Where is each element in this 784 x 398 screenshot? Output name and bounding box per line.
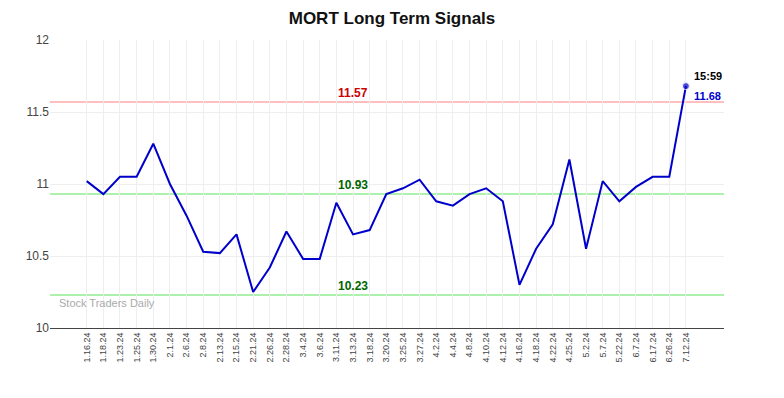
svg-text:2.8.24: 2.8.24 — [198, 333, 208, 358]
svg-text:3.20.24: 3.20.24 — [381, 333, 391, 363]
svg-text:3.11.24: 3.11.24 — [331, 333, 341, 362]
svg-text:2.6.24: 2.6.24 — [181, 333, 191, 358]
svg-text:2.28.24: 2.28.24 — [281, 333, 291, 363]
svg-text:3.18.24: 3.18.24 — [365, 333, 375, 363]
svg-text:4.10.24: 4.10.24 — [481, 333, 491, 363]
svg-text:3.6.24: 3.6.24 — [315, 333, 325, 358]
svg-text:11.68: 11.68 — [694, 90, 721, 102]
svg-text:10.5: 10.5 — [26, 249, 50, 263]
svg-text:4.12.24: 4.12.24 — [498, 333, 508, 363]
svg-text:4.2.24: 4.2.24 — [431, 333, 441, 358]
svg-text:4.16.24: 4.16.24 — [514, 333, 524, 363]
svg-text:2.21.24: 2.21.24 — [248, 333, 258, 363]
svg-text:3.13.24: 3.13.24 — [348, 333, 358, 363]
svg-text:4.22.24: 4.22.24 — [548, 333, 558, 363]
svg-text:3.4.24: 3.4.24 — [298, 333, 308, 358]
svg-text:6.26.24: 6.26.24 — [664, 333, 674, 363]
svg-text:4.18.24: 4.18.24 — [531, 333, 541, 363]
svg-text:4.4.24: 4.4.24 — [448, 333, 458, 358]
svg-text:10: 10 — [36, 321, 50, 335]
svg-text:Stock Traders Daily: Stock Traders Daily — [59, 297, 155, 309]
svg-text:5.22.24: 5.22.24 — [614, 333, 624, 363]
svg-text:3.27.24: 3.27.24 — [415, 333, 425, 363]
svg-text:2.26.24: 2.26.24 — [265, 333, 275, 363]
svg-text:1.30.24: 1.30.24 — [148, 333, 158, 363]
svg-text:11: 11 — [37, 177, 50, 191]
svg-text:7.12.24: 7.12.24 — [681, 333, 691, 363]
svg-text:12: 12 — [36, 33, 50, 47]
svg-text:15:59: 15:59 — [694, 70, 722, 82]
svg-text:6.7.24: 6.7.24 — [631, 333, 641, 358]
svg-text:2.13.24: 2.13.24 — [215, 333, 225, 363]
svg-text:10.93: 10.93 — [338, 178, 368, 192]
svg-text:1.23.24: 1.23.24 — [115, 333, 125, 363]
svg-text:4.25.24: 4.25.24 — [564, 333, 574, 363]
svg-text:MORT Long Term Signals: MORT Long Term Signals — [289, 9, 496, 28]
svg-text:2.15.24: 2.15.24 — [231, 333, 241, 363]
svg-text:6.17.24: 6.17.24 — [648, 333, 658, 363]
svg-text:3.25.24: 3.25.24 — [398, 333, 408, 363]
svg-text:1.18.24: 1.18.24 — [98, 333, 108, 363]
svg-text:5.7.24: 5.7.24 — [598, 333, 608, 358]
svg-text:1.16.24: 1.16.24 — [82, 333, 92, 363]
svg-text:11.57: 11.57 — [338, 86, 368, 100]
svg-text:11.5: 11.5 — [27, 105, 50, 119]
svg-text:2.1.24: 2.1.24 — [165, 333, 175, 358]
svg-text:4.8.24: 4.8.24 — [464, 333, 474, 358]
svg-text:5.2.24: 5.2.24 — [581, 333, 591, 358]
svg-text:1.25.24: 1.25.24 — [132, 333, 142, 363]
svg-text:10.23: 10.23 — [338, 279, 368, 293]
